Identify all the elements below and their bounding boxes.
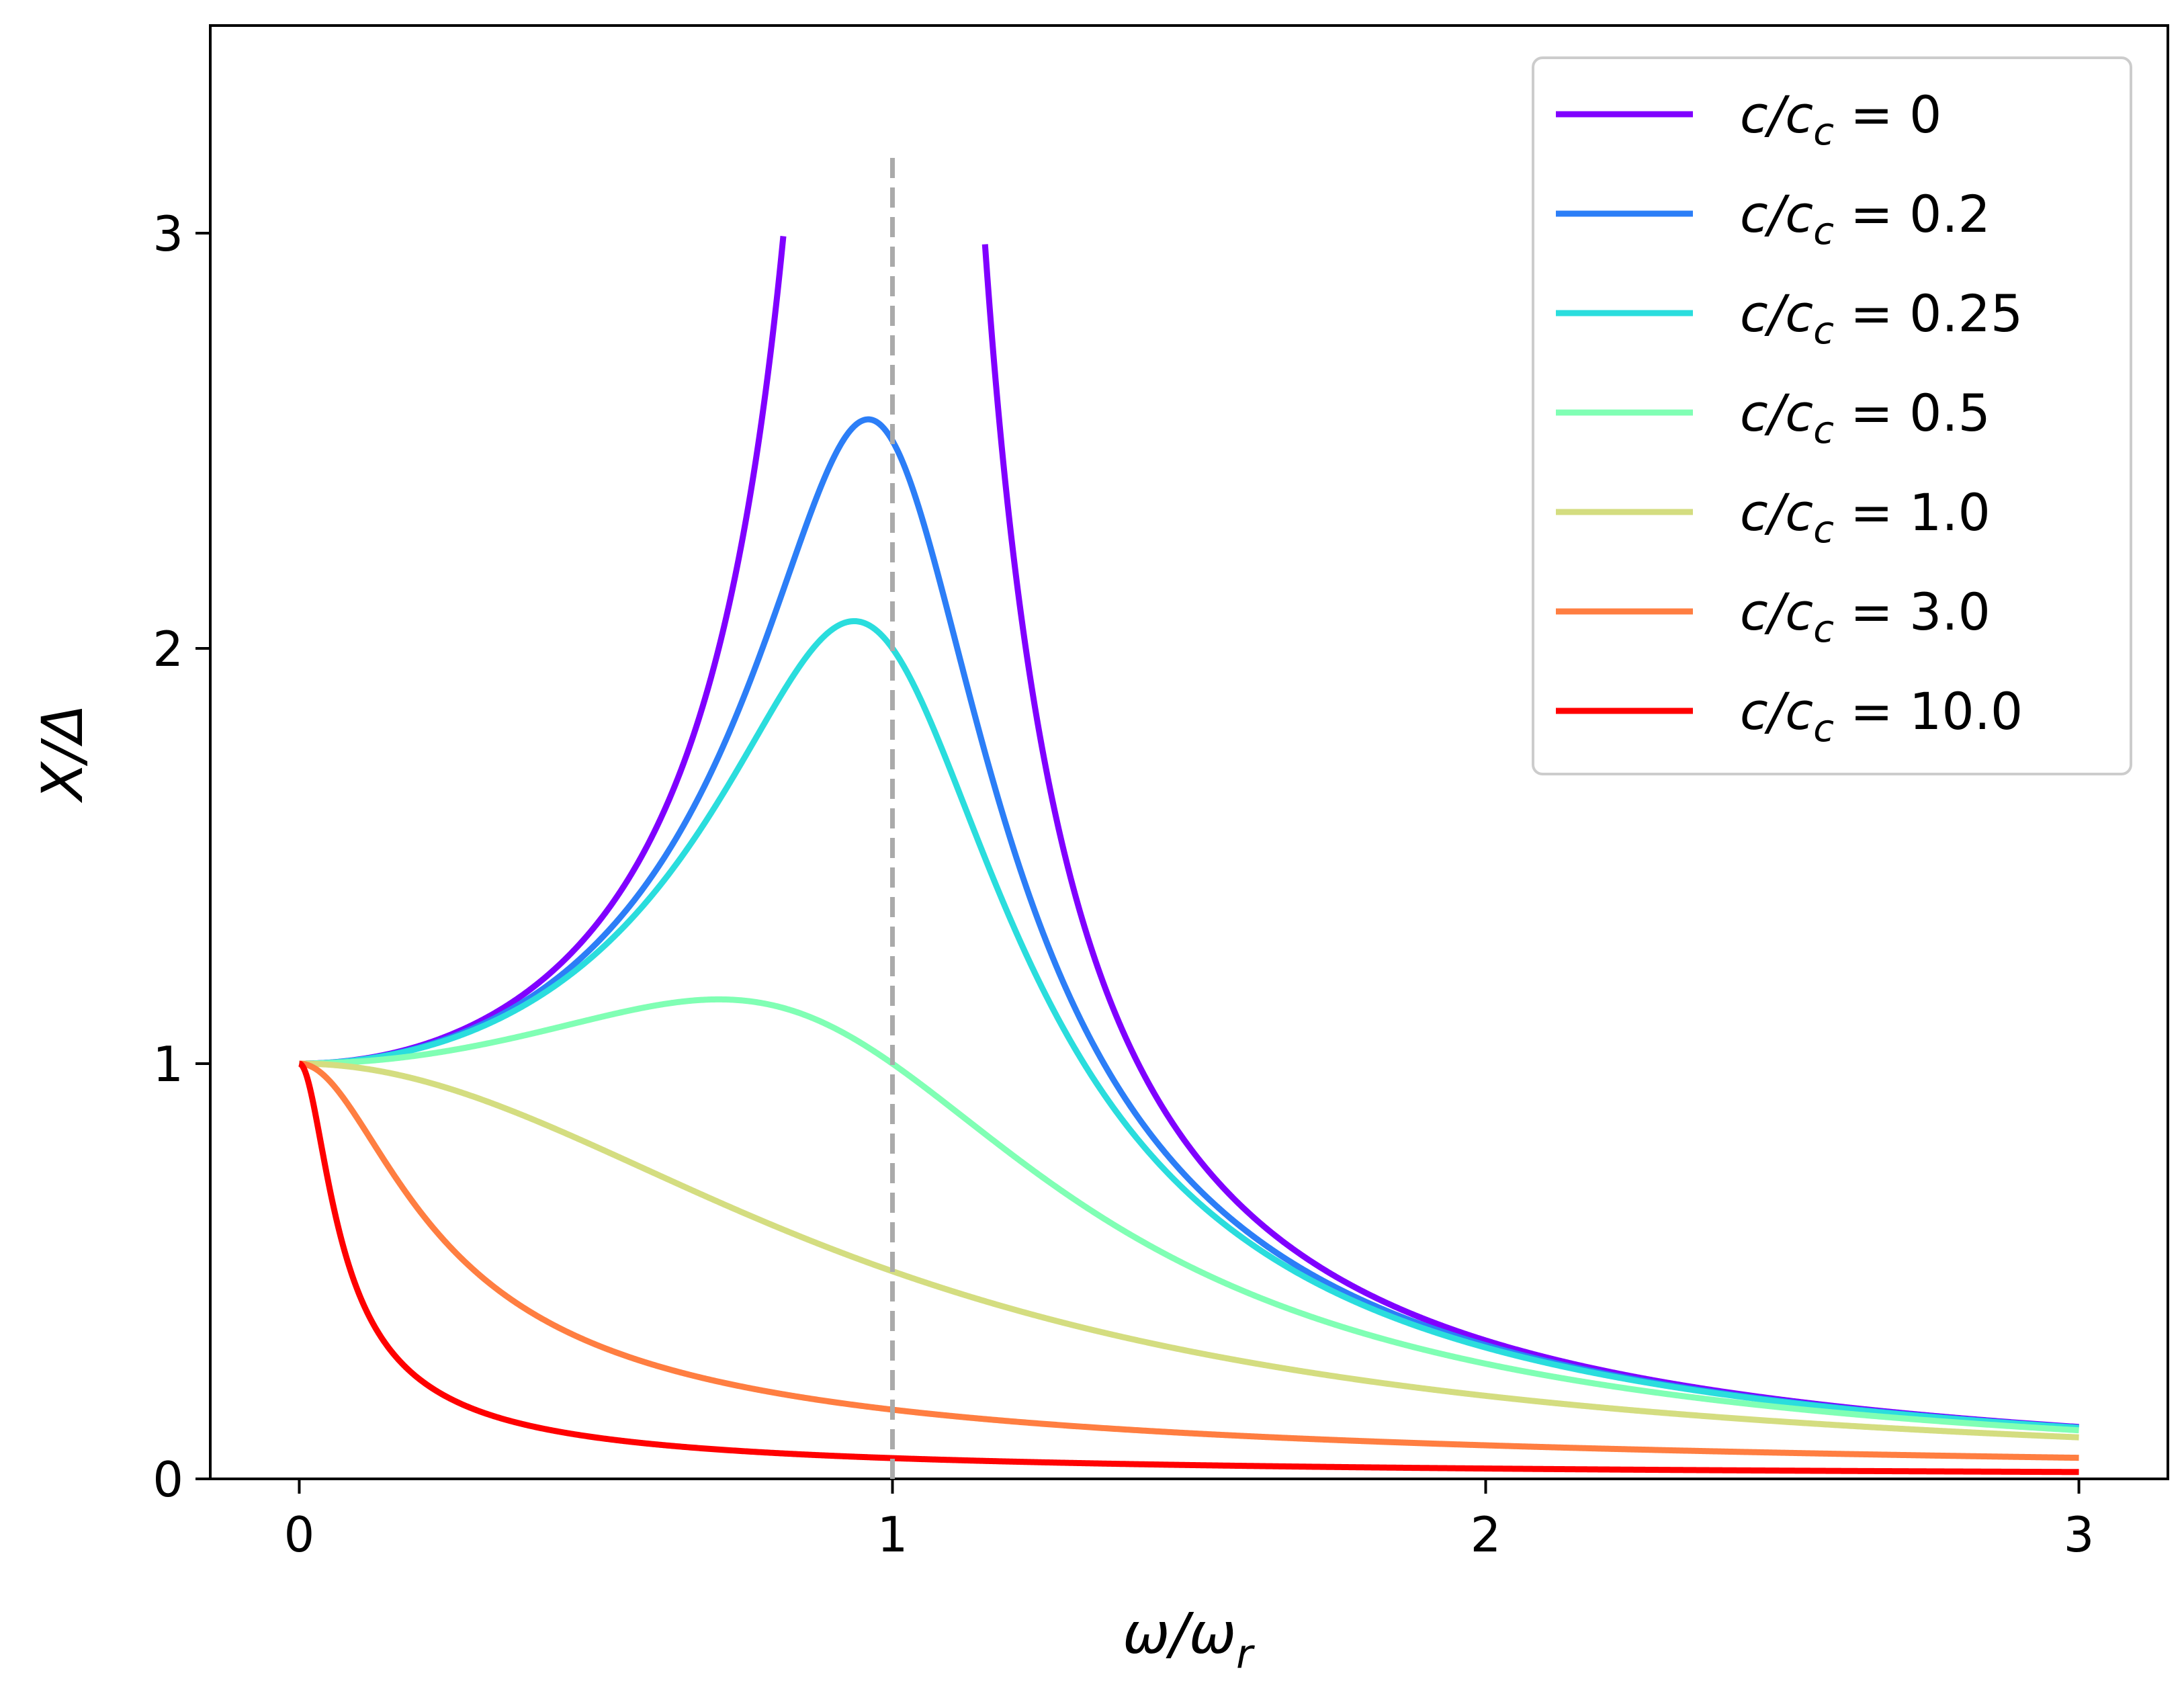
y-axis-label: X/Δ [30,704,95,803]
x-axis-label: ω/ωr [1123,1600,1255,1678]
legend-box [1532,56,2132,775]
legend-label-6: c/cc = 10.0 [1740,681,2023,751]
y-tick-label: 3 [152,206,183,262]
series-line-3 [297,996,2081,1434]
legend: c/cc = 0 c/cc = 0.2 c/cc = 0.25 c/cc = 0.5 c… [1532,56,2132,775]
x-axis-label-main: ω/ω [1123,1600,1236,1666]
legend-label-2: c/cc = 0.25 [1740,284,2023,353]
legend-label-4: c/cc = 1.0 [1740,482,1991,552]
legend-label-1: c/cc = 0.2 [1740,184,1991,253]
x-tick-label: 2 [1471,1506,1501,1563]
y-axis-ticks: 0 1 2 3 [152,206,210,1508]
legend-label-3: c/cc = 0.5 [1740,383,1991,452]
plot-frame [209,24,2169,1480]
x-axis-label-sub: r [1236,1631,1255,1678]
series-line-6 [297,1060,2081,1476]
legend-items: c/cc = 0 c/cc = 0.2 c/cc = 0.25 c/cc = 0.5 c… [1556,85,2023,751]
x-tick-label: 3 [2064,1506,2095,1563]
x-tick-label: 1 [877,1506,908,1563]
x-axis-ticks: 0 1 2 3 [284,1479,2095,1563]
series-line-4 [297,1060,2081,1441]
legend-label-5: c/cc = 3.0 [1740,582,1991,651]
x-tick-label: 0 [284,1506,315,1563]
y-tick-label: 0 [152,1451,183,1508]
series-layer [297,236,2081,1476]
series-line-5 [297,1060,2081,1461]
y-tick-label: 2 [152,621,183,677]
series-line-2 [297,617,2081,1431]
legend-label-0: c/cc = 0 [1740,85,1941,154]
y-tick-label: 1 [152,1036,183,1093]
